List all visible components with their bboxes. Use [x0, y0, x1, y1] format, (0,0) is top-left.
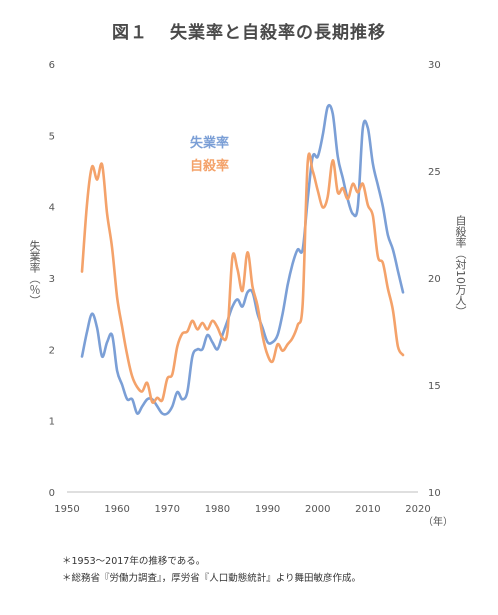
footnote-period: ＊1953～2017年の推移である。 — [62, 556, 206, 567]
left-tick-label: 6 — [49, 60, 55, 71]
left-axis-label: 失業率（％） — [28, 240, 41, 306]
x-tick-label: 2020 — [405, 504, 430, 515]
legend-entry-unemployment-rate: 失業率 — [190, 135, 229, 151]
right-tick-label: 10 — [428, 488, 441, 499]
left-tick-label: 1 — [49, 417, 55, 428]
x-tick-label: 2000 — [305, 504, 330, 515]
right-tick-label: 15 — [428, 381, 441, 392]
legend-entry-suicide-rate: 自殺率 — [190, 158, 229, 174]
x-tick-label: 1950 — [54, 504, 79, 515]
series-line-unemployment-rate — [80, 103, 405, 416]
x-tick-labels: 1950 1960 1970 1980 1990 2000 2010 2020 — [54, 504, 430, 515]
x-tick-label: 1990 — [255, 504, 280, 515]
right-axis-tick-labels: 10 15 20 25 30 — [428, 60, 441, 499]
left-tick-label: 4 — [49, 203, 55, 214]
x-tick-label: 1970 — [155, 504, 180, 515]
series-line-suicide-rate — [80, 152, 405, 404]
figure-label: 図１ — [112, 23, 148, 43]
right-tick-label: 30 — [428, 60, 441, 71]
left-tick-label: 3 — [49, 274, 55, 285]
footnote-source: ＊総務省『労働力調査』，厚労省『人口動態統計』より舞田敏彦作成。 — [62, 573, 362, 584]
series-lines — [80, 103, 405, 416]
x-tick-label: 1960 — [104, 504, 129, 515]
left-tick-label: 2 — [49, 345, 55, 356]
x-tick-label: 1980 — [205, 504, 230, 515]
footnotes: ＊1953～2017年の推移である。 ＊総務省『労働力調査』，厚労省『人口動態統… — [62, 553, 361, 587]
left-axis-tick-labels: 0 1 2 3 4 5 6 — [49, 60, 55, 499]
right-tick-label: 20 — [428, 274, 441, 285]
x-tick-label: 2010 — [355, 504, 380, 515]
figure-title: 失業率と自殺率の長期推移 — [170, 23, 386, 43]
right-tick-label: 25 — [428, 167, 441, 178]
left-tick-label: 0 — [49, 488, 55, 499]
chart-title: 図１ 失業率と自殺率の長期推移 — [0, 18, 498, 43]
left-tick-label: 5 — [49, 131, 55, 142]
x-axis-unit-label: （年） — [423, 515, 453, 528]
right-axis-label: 自殺率（対10万人） — [454, 215, 467, 317]
